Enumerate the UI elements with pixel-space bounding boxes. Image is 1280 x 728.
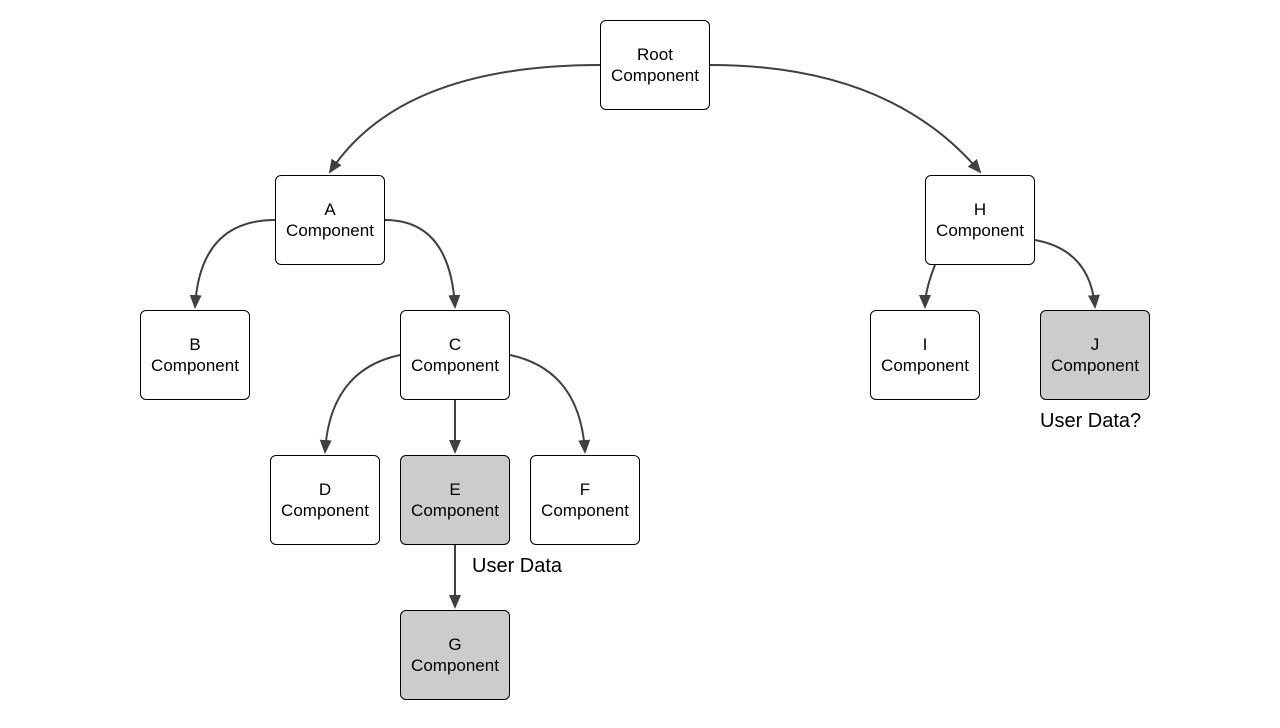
node-label-line2: Component xyxy=(881,355,969,376)
node-a: A Component xyxy=(275,175,385,265)
node-label-line1: E xyxy=(449,479,460,500)
node-h: H Component xyxy=(925,175,1035,265)
edge-h-i xyxy=(925,265,935,307)
node-label-line2: Component xyxy=(286,220,374,241)
node-label-line2: Component xyxy=(611,65,699,86)
node-label-line2: Component xyxy=(411,500,499,521)
node-label-line2: Component xyxy=(281,500,369,521)
node-label-line2: Component xyxy=(541,500,629,521)
node-label-line1: D xyxy=(319,479,331,500)
node-e: E Component xyxy=(400,455,510,545)
node-label-line1: F xyxy=(580,479,590,500)
node-label-line1: I xyxy=(923,334,928,355)
edge-root-a xyxy=(330,65,600,172)
edge-c-f xyxy=(510,355,585,452)
node-label-line1: C xyxy=(449,334,461,355)
node-root: Root Component xyxy=(600,20,710,110)
node-f: F Component xyxy=(530,455,640,545)
node-d: D Component xyxy=(270,455,380,545)
node-b: B Component xyxy=(140,310,250,400)
node-c: C Component xyxy=(400,310,510,400)
node-label-line1: G xyxy=(448,634,461,655)
edge-h-j xyxy=(1035,240,1095,307)
node-label-line1: J xyxy=(1091,334,1100,355)
edge-c-d xyxy=(325,355,400,452)
node-j: J Component xyxy=(1040,310,1150,400)
node-label-line2: Component xyxy=(1051,355,1139,376)
node-label-line1: H xyxy=(974,199,986,220)
edge-root-h xyxy=(710,65,980,172)
node-label-line1: Root xyxy=(637,44,673,65)
node-label-line2: Component xyxy=(936,220,1024,241)
annotation-user-data: User Data xyxy=(472,555,562,578)
node-i: I Component xyxy=(870,310,980,400)
node-label-line1: A xyxy=(324,199,335,220)
node-label-line1: B xyxy=(189,334,200,355)
node-label-line2: Component xyxy=(151,355,239,376)
node-label-line2: Component xyxy=(411,655,499,676)
edge-a-c xyxy=(385,220,455,307)
annotation-user-data-question: User Data? xyxy=(1040,410,1141,433)
node-g: G Component xyxy=(400,610,510,700)
edge-a-b xyxy=(195,220,275,307)
node-label-line2: Component xyxy=(411,355,499,376)
